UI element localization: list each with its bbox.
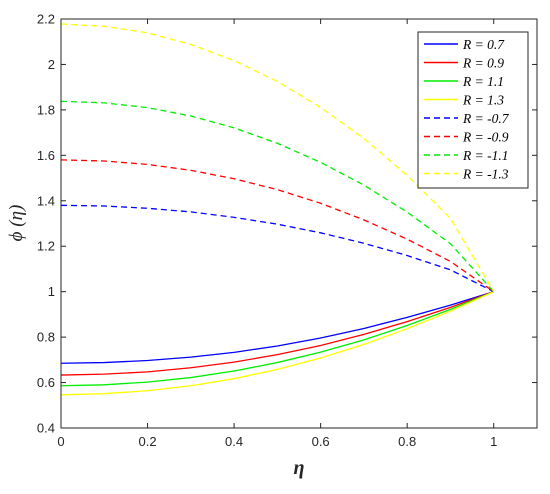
legend-label-6: R = -0.9 <box>462 130 509 145</box>
x-tick-label: 1 <box>490 434 497 449</box>
axes-layer: 0 0.2 0.4 0.6 0.8 1 0.4 0.6 0.8 1 1.2 1.4 1.6 1.8 2 2.2 <box>37 12 537 449</box>
series-line-6 <box>60 159 495 293</box>
y-tick-label: 1 <box>48 284 55 299</box>
legend-box <box>417 31 529 189</box>
series-line-8 <box>60 23 495 293</box>
legend-label-7: R = -1.1 <box>462 148 508 163</box>
series-line-1 <box>60 291 494 364</box>
legend-label-2: R = 0.9 <box>462 56 504 71</box>
x-tick-label: 0 <box>57 434 64 449</box>
x-axis-label: η <box>294 457 305 479</box>
y-tick-label: 1.6 <box>37 148 55 163</box>
legend-label-8: R = -1.3 <box>462 167 509 182</box>
y-tick-label: 1.4 <box>37 193 55 208</box>
legend: R = 0.7 R = 0.9 R = 1.1 R = 1.3 R = -0.7 R = … <box>417 31 529 189</box>
y-axis-label: ϕ (η) <box>6 205 27 242</box>
y-tick-label: 0.8 <box>37 330 55 345</box>
legend-label-1: R = 0.7 <box>462 37 505 52</box>
x-tick-label: 0.4 <box>225 434 243 449</box>
series-line-4 <box>60 291 494 396</box>
legend-label-3: R = 1.1 <box>462 74 504 89</box>
plot-frame <box>60 18 538 429</box>
y-tick-label: 0.4 <box>37 421 55 436</box>
y-tick-label: 0.6 <box>37 375 55 390</box>
y-tick-label: 2 <box>48 57 55 72</box>
series-layer <box>60 23 495 396</box>
series-line-5 <box>60 204 495 293</box>
series-line-3 <box>60 291 494 387</box>
legend-label-5: R = -0.7 <box>462 111 510 126</box>
series-line-2 <box>60 291 494 376</box>
x-tick-label: 0.8 <box>398 434 416 449</box>
legend-label-4: R = 1.3 <box>462 93 504 108</box>
y-tick-label: 1.2 <box>37 239 55 254</box>
y-tick-label: 1.8 <box>37 102 55 117</box>
x-tick-label: 0.2 <box>139 434 157 449</box>
x-tick-label: 0.6 <box>312 434 330 449</box>
series-line-7 <box>60 100 495 293</box>
y-tick-label: 2.2 <box>37 12 55 27</box>
